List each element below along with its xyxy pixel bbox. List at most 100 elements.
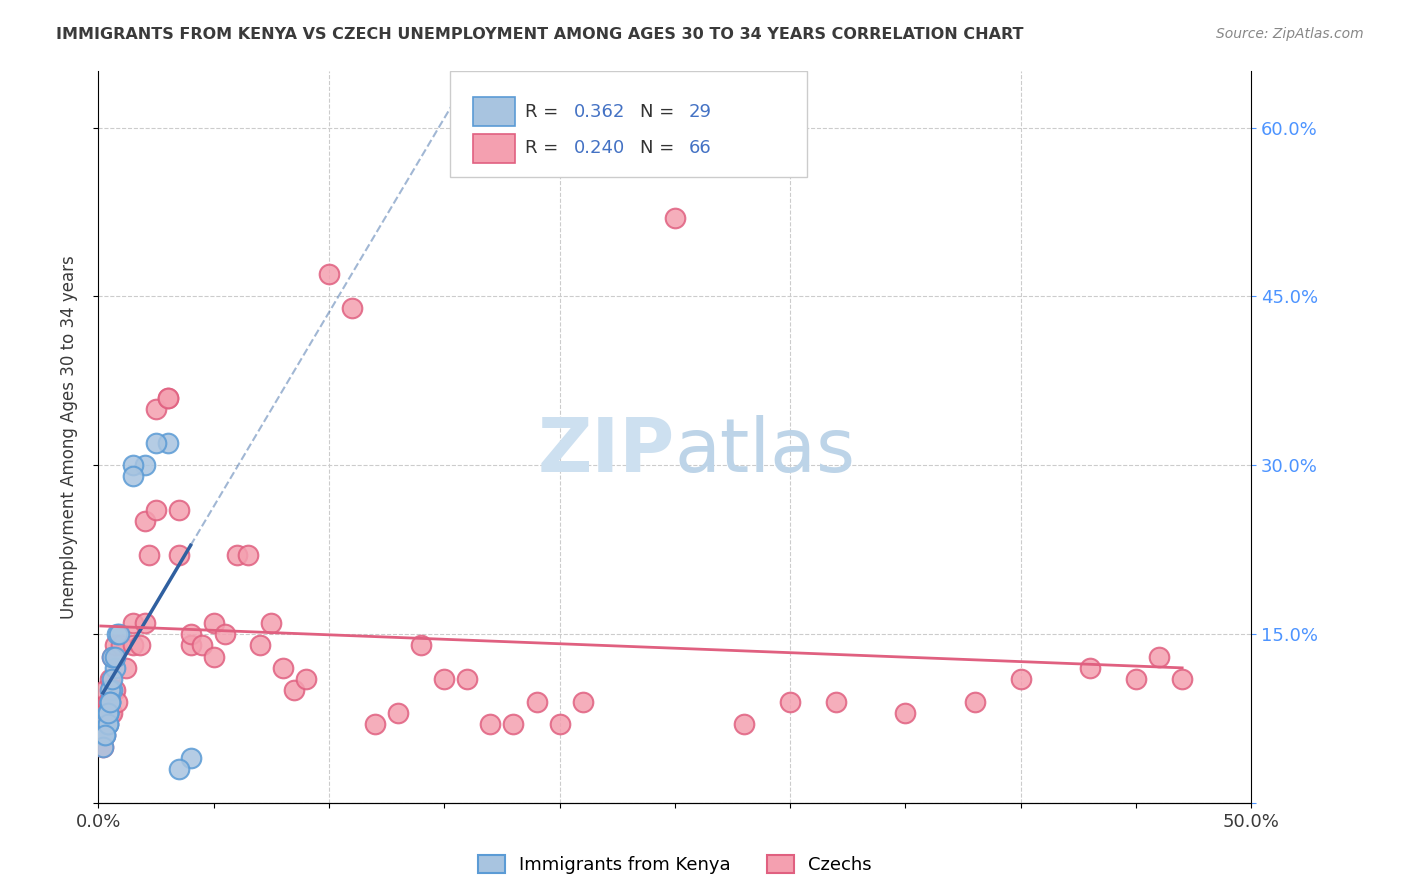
Point	[238, 548, 260, 562]
Point	[340, 301, 363, 315]
Point	[167, 762, 190, 776]
Point	[91, 717, 114, 731]
Legend: Immigrants from Kenya, Czechs: Immigrants from Kenya, Czechs	[471, 847, 879, 881]
Point	[145, 435, 167, 450]
Point	[479, 717, 502, 731]
Point	[97, 706, 120, 720]
Point	[122, 469, 145, 483]
Point	[894, 706, 917, 720]
Point	[825, 694, 848, 708]
FancyBboxPatch shape	[472, 134, 515, 162]
Point	[98, 672, 121, 686]
Point	[156, 391, 179, 405]
Point	[1147, 649, 1170, 664]
Text: N =: N =	[640, 103, 681, 120]
Point	[318, 267, 340, 281]
Point	[1125, 672, 1147, 686]
Point	[202, 615, 225, 630]
Point	[98, 694, 121, 708]
Point	[214, 627, 236, 641]
Point	[103, 649, 125, 664]
Point	[122, 615, 145, 630]
Point	[526, 694, 548, 708]
Point	[1010, 672, 1032, 686]
Point	[94, 683, 117, 698]
Point	[105, 694, 128, 708]
FancyBboxPatch shape	[472, 97, 515, 127]
Point	[103, 683, 125, 698]
Point	[1171, 672, 1194, 686]
Point	[94, 717, 117, 731]
Text: IMMIGRANTS FROM KENYA VS CZECH UNEMPLOYMENT AMONG AGES 30 TO 34 YEARS CORRELATIO: IMMIGRANTS FROM KENYA VS CZECH UNEMPLOYM…	[56, 27, 1024, 42]
Point	[202, 649, 225, 664]
Point	[225, 548, 247, 562]
Point	[101, 706, 124, 720]
Point	[548, 717, 571, 731]
Point	[97, 717, 120, 731]
Point	[411, 638, 433, 652]
Point	[115, 661, 138, 675]
Point	[664, 211, 686, 225]
Point	[90, 728, 112, 742]
Text: R =: R =	[524, 103, 564, 120]
Point	[97, 694, 120, 708]
Point	[97, 706, 120, 720]
Text: atlas: atlas	[675, 415, 856, 488]
Point	[145, 503, 167, 517]
Point	[145, 401, 167, 416]
Point	[94, 728, 117, 742]
Point	[97, 706, 120, 720]
Point	[260, 615, 283, 630]
FancyBboxPatch shape	[450, 71, 807, 178]
Point	[571, 694, 593, 708]
Point	[101, 683, 124, 698]
Text: 0.240: 0.240	[574, 139, 624, 157]
Point	[283, 683, 305, 698]
Point	[733, 717, 755, 731]
Point	[94, 706, 117, 720]
Point	[103, 661, 125, 675]
Point	[97, 694, 120, 708]
Point	[91, 739, 114, 754]
Y-axis label: Unemployment Among Ages 30 to 34 years: Unemployment Among Ages 30 to 34 years	[59, 255, 77, 619]
Point	[91, 739, 114, 754]
Point	[108, 627, 131, 641]
Point	[94, 728, 117, 742]
Point	[295, 672, 318, 686]
Point	[105, 627, 128, 641]
Point	[134, 615, 156, 630]
Point	[180, 627, 202, 641]
Point	[180, 638, 202, 652]
Point	[779, 694, 801, 708]
Point	[156, 391, 179, 405]
Point	[97, 717, 120, 731]
Point	[191, 638, 214, 652]
Point	[101, 649, 124, 664]
Point	[1078, 661, 1101, 675]
Text: 66: 66	[689, 139, 711, 157]
Point	[963, 694, 986, 708]
Point	[167, 548, 190, 562]
Point	[98, 694, 121, 708]
Point	[97, 717, 120, 731]
Point	[91, 728, 114, 742]
Point	[101, 672, 124, 686]
Point	[249, 638, 271, 652]
Point	[180, 751, 202, 765]
Point	[122, 458, 145, 473]
Point	[138, 548, 160, 562]
Point	[122, 638, 145, 652]
Point	[94, 728, 117, 742]
Point	[98, 683, 121, 698]
Text: R =: R =	[524, 139, 564, 157]
Point	[98, 706, 121, 720]
Point	[134, 458, 156, 473]
Point	[97, 706, 120, 720]
Point	[167, 503, 190, 517]
Text: N =: N =	[640, 139, 681, 157]
Point	[456, 672, 478, 686]
Point	[364, 717, 387, 731]
Text: Source: ZipAtlas.com: Source: ZipAtlas.com	[1216, 27, 1364, 41]
Point	[156, 435, 179, 450]
Text: 29: 29	[689, 103, 711, 120]
